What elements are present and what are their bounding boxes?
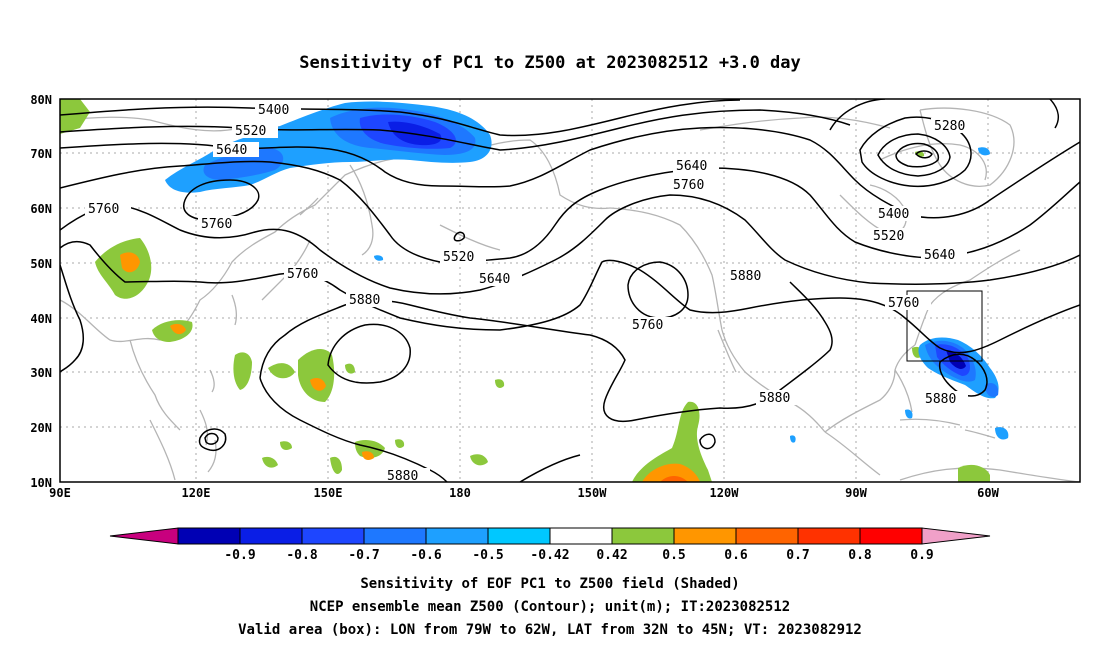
contour-label: 5880 <box>727 268 773 284</box>
svg-text:5520: 5520 <box>235 124 266 139</box>
contour-label: 5880 <box>756 390 802 406</box>
svg-text:5400: 5400 <box>258 103 289 118</box>
z500-contours <box>60 99 1080 482</box>
svg-text:5880: 5880 <box>759 391 790 406</box>
svg-text:5760: 5760 <box>888 296 919 311</box>
colorbar-swatch <box>301 527 365 545</box>
svg-text:5760: 5760 <box>201 217 232 232</box>
svg-text:5880: 5880 <box>387 469 418 484</box>
lat-tick-label: 80N <box>30 93 52 107</box>
svg-text:5520: 5520 <box>443 250 474 265</box>
colorbar-tick-label: 0.5 <box>662 548 685 563</box>
colorbar-tick-label: -0.9 <box>224 548 255 563</box>
colorbar-swatch <box>363 527 427 545</box>
svg-text:5520: 5520 <box>873 229 904 244</box>
lon-tick-label: 150W <box>578 486 608 500</box>
svg-text:5760: 5760 <box>88 202 119 217</box>
colorbar-swatch <box>735 527 799 545</box>
caption-line-1: Sensitivity of EOF PC1 to Z500 field (Sh… <box>360 576 739 592</box>
svg-text:5640: 5640 <box>676 159 707 174</box>
contour-label: 5400 <box>875 206 921 222</box>
contour-label: 5640 <box>213 142 259 158</box>
colorbar-tick-label: -0.42 <box>530 548 569 563</box>
colorbar-tick-label: -0.7 <box>348 548 379 563</box>
colorbar-upper-arrow <box>921 527 991 545</box>
valid-area-box <box>906 290 983 362</box>
svg-text:5640: 5640 <box>924 248 955 263</box>
lat-tick-labels: 80N 70N 60N 50N 40N 30N 20N 10N <box>30 93 52 490</box>
contour-label: 5760 <box>629 317 675 333</box>
svg-text:5640: 5640 <box>216 143 247 158</box>
colorbar-lower-arrow <box>109 527 179 545</box>
lon-tick-label: 60W <box>977 486 999 500</box>
colorbar-tick-label: -0.8 <box>286 548 317 563</box>
svg-text:5760: 5760 <box>673 178 704 193</box>
contour-label: 5520 <box>440 249 486 265</box>
contour-label: 5640 <box>921 247 967 263</box>
colorbar-swatch <box>425 527 489 545</box>
map-frame <box>59 98 1081 483</box>
svg-text:5880: 5880 <box>349 293 380 308</box>
lat-tick-label: 60N <box>30 202 52 216</box>
svg-text:5760: 5760 <box>287 267 318 282</box>
contour-label: 5760 <box>284 266 330 282</box>
lon-tick-label: 180 <box>449 486 471 500</box>
lat-tick-label: 70N <box>30 147 52 161</box>
contour-label: 5760 <box>885 295 931 311</box>
contour-label: 5880 <box>346 292 392 308</box>
lon-tick-label: 90E <box>49 486 71 500</box>
contour-label: 5640 <box>476 271 522 287</box>
colorbar-tick-label: 0.6 <box>724 548 748 563</box>
colorbar-tick-label: 0.7 <box>786 548 809 563</box>
contour-label-layer: 5400 5520 5640 5760 5760 5520 5640 5760 … <box>85 102 977 484</box>
caption-line-2: NCEP ensemble mean Z500 (Contour); unit(… <box>310 599 790 615</box>
svg-text:5760: 5760 <box>632 318 663 333</box>
contour-label: 5760 <box>85 201 131 217</box>
colorbar-swatch <box>487 527 551 545</box>
lon-tick-label: 120E <box>182 486 211 500</box>
lat-tick-label: 50N <box>30 257 52 271</box>
contour-label: 5880 <box>922 391 968 407</box>
contour-label: 5760 <box>670 177 716 193</box>
lat-tick-label: 40N <box>30 312 52 326</box>
contour-label: 5880 <box>384 468 430 484</box>
lon-tick-label: 150E <box>314 486 343 500</box>
contour-label: 5280 <box>931 118 977 134</box>
lat-tick-label: 30N <box>30 366 52 380</box>
lat-tick-label: 20N <box>30 421 52 435</box>
svg-text:5880: 5880 <box>925 392 956 407</box>
colorbar-swatch <box>549 527 613 545</box>
map-area: 5400 5520 5640 5760 5760 5520 5640 5760 … <box>60 99 1080 484</box>
contour-label: 5640 <box>673 158 719 174</box>
figure-title: Sensitivity of PC1 to Z500 at 2023082512… <box>299 53 801 73</box>
colorbar-swatch <box>859 527 923 545</box>
lon-tick-labels: 90E 120E 150E 180 150W 120W 90W 60W <box>49 486 999 500</box>
lon-tick-label: 120W <box>710 486 740 500</box>
svg-text:5400: 5400 <box>878 207 909 222</box>
colorbar: -0.9 -0.8 -0.7 -0.6 -0.5 -0.42 0.42 0.5 0.6 0.7 0.… <box>109 527 991 563</box>
lon-tick-label: 90W <box>845 486 867 500</box>
colorbar-swatch <box>673 527 737 545</box>
colorbar-swatch <box>239 527 303 545</box>
colorbar-tick-label: 0.9 <box>910 548 933 563</box>
colorbar-swatch <box>177 527 241 545</box>
svg-text:5880: 5880 <box>730 269 761 284</box>
colorbar-tick-label: 0.8 <box>848 548 872 563</box>
colorbar-swatch <box>611 527 675 545</box>
contour-label: 5400 <box>255 102 301 118</box>
lat-tick-label: 10N <box>30 476 52 490</box>
contour-label: 5520 <box>870 228 916 244</box>
colorbar-swatch <box>797 527 861 545</box>
svg-text:5280: 5280 <box>934 119 965 134</box>
contour-label: 5520 <box>232 123 278 139</box>
svg-text:5640: 5640 <box>479 272 510 287</box>
colorbar-tick-label: -0.6 <box>410 548 441 563</box>
colorbar-tick-label: -0.5 <box>472 548 503 563</box>
colorbar-tick-label: 0.42 <box>596 548 627 563</box>
sensitivity-shading <box>60 99 1009 482</box>
contour-label: 5760 <box>198 216 244 232</box>
caption-line-3: Valid area (box): LON from 79W to 62W, L… <box>238 622 862 638</box>
